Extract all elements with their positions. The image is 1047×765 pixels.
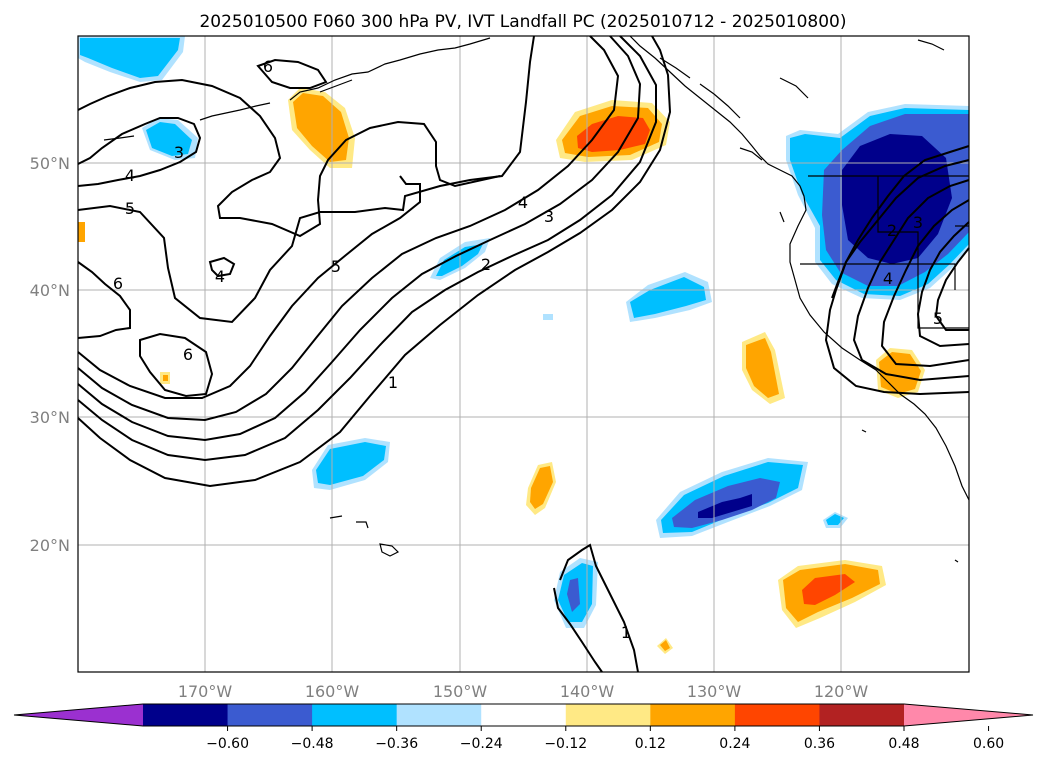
contour-line-1 <box>77 35 672 488</box>
contour-line-3 <box>77 35 642 442</box>
colorbar-box <box>227 704 313 726</box>
colorbar-tick-label: 0.60 <box>973 736 1004 752</box>
contour-line-14 <box>553 587 603 673</box>
lon-label-120w: 120°W <box>814 682 869 701</box>
contour-label: 4 <box>518 193 528 212</box>
contour-label: 4 <box>125 166 135 185</box>
contour-label: 5 <box>933 309 943 328</box>
colorbar-tick-label: −0.36 <box>375 736 418 752</box>
contour-line-2 <box>77 35 657 462</box>
contour-line-5 <box>77 175 421 399</box>
contour-label: 1 <box>388 373 398 392</box>
colorbar-box <box>481 704 567 726</box>
colorbar-box <box>312 704 398 726</box>
pv-contours <box>77 35 970 673</box>
contour-label: 2 <box>887 221 897 240</box>
contour-label: 5 <box>125 199 135 218</box>
lon-label-170w: 170°W <box>178 682 233 701</box>
lat-label-50n: 50°N <box>30 154 70 173</box>
contour-label: 3 <box>913 213 923 232</box>
colorbar-box <box>650 704 736 726</box>
lat-label-20n: 20°N <box>30 536 70 555</box>
contour-label: 2 <box>481 255 491 274</box>
colorbar-box <box>734 704 820 726</box>
colorbar-extend-high <box>904 704 1033 726</box>
colorbar-tick-label: 0.24 <box>719 736 750 752</box>
colorbar-tick-label: −0.24 <box>460 736 503 752</box>
contour-line-19 <box>934 247 970 331</box>
contour-line-16 <box>852 179 970 382</box>
contour-label: 3 <box>174 143 184 162</box>
colorbar-tick-label: 0.36 <box>804 736 835 752</box>
colorbar-tick-label: −0.60 <box>206 736 249 752</box>
contour-line-10 <box>77 117 202 187</box>
lon-label-140w: 140°W <box>560 682 615 701</box>
lat-label-30n: 30°N <box>30 408 70 427</box>
contour-line-13 <box>559 543 639 673</box>
contour-line-17 <box>880 199 970 368</box>
lon-label-160w: 160°W <box>305 682 360 701</box>
colorbar: −0.60 −0.48 −0.36 −0.24 −0.12 0.12 0.24 0.36 0.4… <box>13 703 1034 752</box>
contour-label: 4 <box>883 269 893 288</box>
contour-label: 3 <box>544 207 554 226</box>
colorbar-tick-label: −0.12 <box>544 736 587 752</box>
contour-label: 6 <box>113 274 123 293</box>
contour-line-8 <box>139 332 214 398</box>
map-title: 2025010500 F060 300 hPa PV, IVT Landfall… <box>199 12 846 32</box>
colorbar-box <box>819 704 905 726</box>
coastlines <box>103 35 970 563</box>
colorbar-tick-label: 0.12 <box>635 736 666 752</box>
colorbar-tick-label: 0.48 <box>888 736 919 752</box>
contour-line-6 <box>77 35 535 324</box>
contour-line-18 <box>916 221 970 348</box>
latitude-labels: 50°N 40°N 30°N 20°N <box>30 154 70 555</box>
contour-line-20 <box>831 145 970 299</box>
contour-line-7 <box>77 261 131 339</box>
longitude-labels: 170°W 160°W 150°W 140°W 130°W 120°W <box>178 682 869 701</box>
colorbar-outline <box>13 703 1034 727</box>
lon-label-130w: 130°W <box>687 682 742 701</box>
contour-line-11 <box>77 78 501 238</box>
colorbar-tick-label: −0.48 <box>291 736 334 752</box>
contour-line-9 <box>208 256 236 278</box>
contour-label: 4 <box>215 267 225 286</box>
contour-label: 6 <box>263 57 273 76</box>
contour-line-4 <box>77 35 620 422</box>
map-panel: 6 4 5 3 6 4 6 5 4 3 2 1 1 2 3 4 5 <box>77 35 970 673</box>
colorbar-extend-low <box>14 704 143 726</box>
colorbar-box <box>565 704 651 726</box>
gridlines <box>78 36 969 672</box>
contour-line-12 <box>256 58 328 89</box>
map-frame <box>77 35 970 673</box>
colorbar-box <box>143 704 229 726</box>
lat-label-40n: 40°N <box>30 281 70 300</box>
contour-labels: 6 4 5 3 6 4 6 5 4 3 2 1 1 2 3 4 5 <box>113 57 943 642</box>
colorbar-box <box>396 704 482 726</box>
contour-label: 1 <box>621 623 631 642</box>
lon-label-150w: 150°W <box>433 682 488 701</box>
contour-label: 5 <box>331 257 341 276</box>
contour-label: 6 <box>183 345 193 364</box>
